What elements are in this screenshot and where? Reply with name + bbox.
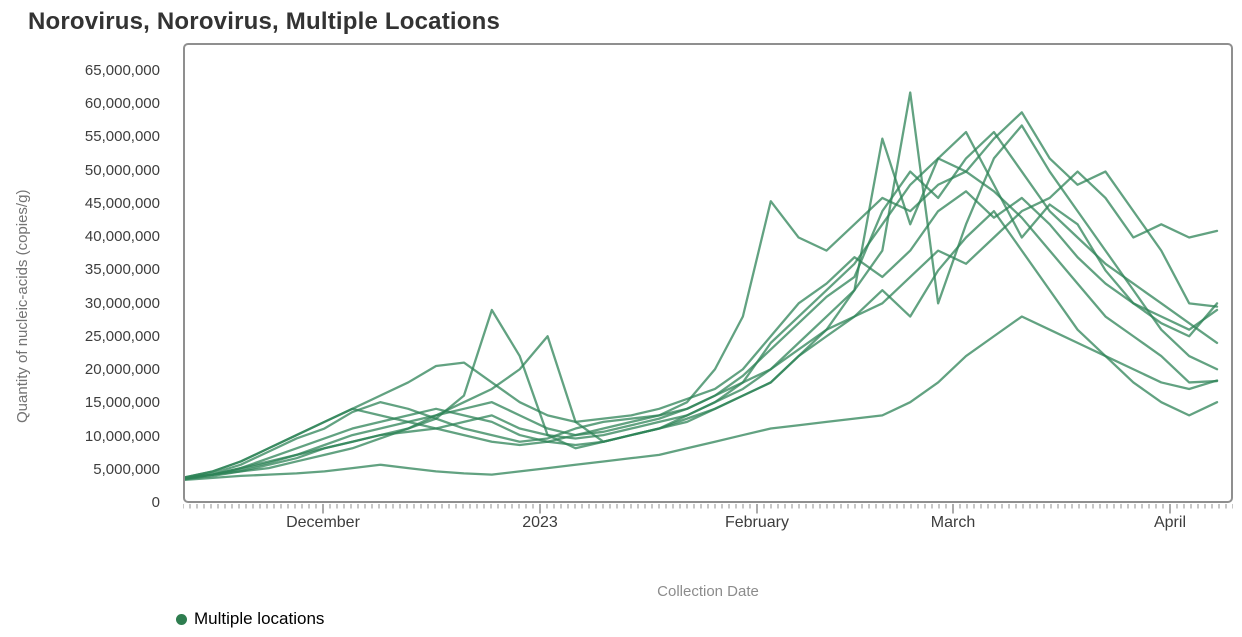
series-line[interactable]: [185, 130, 1219, 480]
y-axis-tick-labels: 0 5,000,000 10,000,000 15,000,000 20,000,000…: [0, 43, 172, 511]
x-axis-tick-label: December: [286, 514, 360, 531]
plot-border: [183, 43, 1233, 503]
x-axis-ticks: [183, 504, 1233, 514]
y-axis-tick-label: 25,000,000: [84, 327, 160, 345]
x-axis-tick-labels: December 2023 February March April: [183, 514, 1233, 536]
y-axis-tick-label: 5,000,000: [93, 460, 160, 478]
series-line[interactable]: [185, 190, 1219, 479]
x-axis-tick-label: February: [724, 514, 790, 531]
series-line[interactable]: [185, 170, 1219, 481]
legend-item[interactable]: Multiple locations: [176, 609, 324, 629]
y-axis-tick-label: 20,000,000: [84, 361, 160, 379]
y-axis-tick-label: 10,000,000: [84, 427, 160, 445]
y-axis-tick-label: 30,000,000: [84, 294, 160, 312]
x-axis-tick-label: March: [930, 514, 976, 531]
series-line[interactable]: [185, 315, 1219, 482]
x-axis-tick-label: April: [1153, 514, 1186, 531]
y-axis-tick-label: 60,000,000: [84, 95, 160, 113]
y-axis-tick-label: 55,000,000: [84, 128, 160, 146]
y-axis-tick-label: 35,000,000: [84, 261, 160, 279]
y-axis-tick-label: 50,000,000: [84, 161, 160, 179]
chart-title: Norovirus, Norovirus, Multiple Locations: [28, 8, 501, 35]
y-axis-tick-label: 15,000,000: [84, 394, 160, 412]
series-line[interactable]: [185, 111, 1219, 480]
y-axis-tick-label: 0: [151, 494, 160, 511]
y-axis-tick-label: 40,000,000: [84, 228, 160, 246]
series-line[interactable]: [185, 210, 1219, 480]
series-line[interactable]: [185, 130, 1219, 480]
x-axis-title: Collection Date: [657, 583, 759, 600]
y-axis-tick-label: 45,000,000: [84, 194, 160, 212]
plot-area[interactable]: [185, 45, 1231, 501]
legend-marker-icon: [176, 613, 187, 625]
legend-label: Multiple locations: [194, 609, 325, 628]
y-axis-tick-label: 65,000,000: [84, 62, 160, 79]
x-axis-tick-label: 2023: [522, 514, 558, 531]
